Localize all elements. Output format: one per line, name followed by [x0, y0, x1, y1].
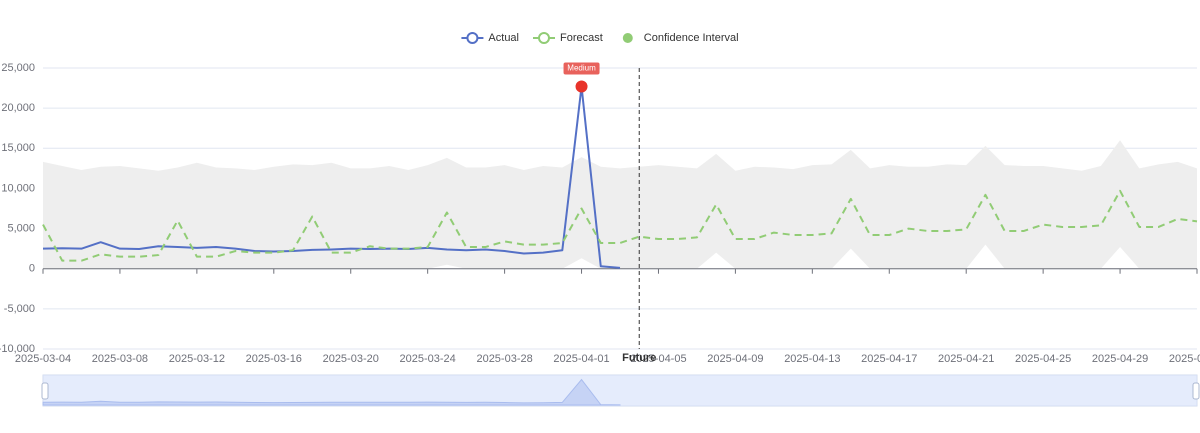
x-tick-label: 2025-04-17: [861, 353, 917, 365]
mark-point: [575, 80, 588, 93]
confidence-band: [43, 140, 1197, 269]
mark-point-badge: [563, 62, 600, 75]
legend-symbol: [466, 32, 479, 44]
x-tick-label: 2025-04-09: [707, 353, 763, 365]
y-tick-label: 25,000: [1, 62, 35, 74]
series-line: [42, 85, 621, 269]
mark-point-label: Medium: [567, 64, 596, 73]
y-tick-label: 0: [29, 263, 35, 275]
y-tick-label: 5,000: [7, 222, 35, 234]
x-tick-label: 2025-03-28: [476, 353, 532, 365]
x-tick-label: 2025-04-13: [784, 353, 840, 365]
x-tick-label: 2025-03-12: [169, 353, 225, 365]
y-tick-label: 15,000: [1, 142, 35, 154]
x-tick-label: 2025-04-01: [553, 353, 609, 365]
legend: Actual Forecast Confidence Interval: [461, 32, 739, 44]
y-tick-label: 10,000: [1, 182, 35, 194]
y-tick-label: -5,000: [4, 303, 35, 315]
zoom-preview: [42, 378, 621, 406]
legend-label: Forecast: [560, 32, 603, 44]
zoom-handle[interactable]: [1192, 382, 1200, 400]
zoom-handle[interactable]: [41, 382, 49, 400]
legend-symbol: [538, 32, 550, 44]
x-tick-label: 2025-04-25: [1015, 353, 1071, 365]
future-label: Future: [622, 352, 656, 364]
y-tick-label: 20,000: [1, 102, 35, 114]
legend-label: Confidence Interval: [644, 32, 739, 44]
y-tick-label: -10,000: [0, 343, 35, 355]
x-tick-label: 2025-05-03: [1169, 353, 1200, 365]
x-tick-label: 2025-03-24: [400, 353, 456, 365]
zoom-selection[interactable]: [43, 375, 1197, 406]
legend-label: Actual: [488, 32, 519, 44]
x-tick-label: 2025-04-21: [938, 353, 994, 365]
x-tick-label: 2025-03-04: [15, 353, 71, 365]
x-tick-label: 2025-03-20: [323, 353, 379, 365]
series-line: [42, 189, 1198, 262]
x-tick-label: 2025-03-08: [92, 353, 148, 365]
legend-symbol: [622, 33, 633, 43]
x-tick-label: 2025-04-05: [630, 353, 686, 365]
x-tick-label: 2025-04-29: [1092, 353, 1148, 365]
x-tick-label: 2025-03-16: [246, 353, 302, 365]
